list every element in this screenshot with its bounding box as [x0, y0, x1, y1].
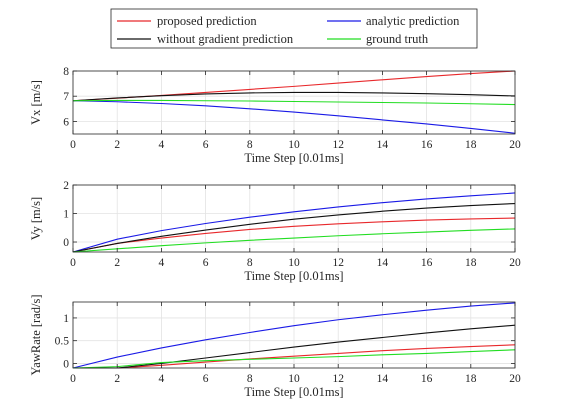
x-tick-label: 6: [203, 257, 209, 269]
x-tick-label: 12: [332, 257, 344, 269]
y-axis-label: YawRate [rad/s]: [29, 294, 43, 375]
legend-entry-ground-truth: ground truth: [327, 32, 429, 46]
legend-entry-without-gradient: without gradient prediction: [117, 32, 294, 46]
y-axis-label: Vx [m/s]: [29, 80, 43, 125]
x-tick-label: 20: [509, 257, 521, 269]
x-tick-label: 8: [247, 139, 253, 151]
x-tick-label: 6: [203, 373, 209, 385]
series-line-ground-truth: [72, 228, 516, 253]
y-tick-label: 1: [63, 313, 69, 325]
y-tick-label: 1: [63, 209, 69, 221]
legend-box: [110, 8, 478, 49]
legend-label-ground-truth: ground truth: [366, 32, 429, 46]
x-tick-label: 18: [465, 373, 477, 385]
x-tick-label: 2: [114, 139, 120, 151]
x-tick-label: 8: [247, 257, 253, 269]
legend-entry-analytic: analytic prediction: [327, 14, 460, 28]
x-tick-label: 2: [114, 373, 120, 385]
series-line-proposed-prediction: [72, 217, 516, 253]
series-line-proposed-prediction: [73, 344, 516, 369]
y-tick-label: 0: [63, 237, 69, 249]
series-line-ground-truth: [72, 349, 516, 369]
legend: proposed prediction analytic prediction …: [110, 8, 478, 49]
x-tick-label: 14: [377, 139, 389, 151]
series-line-analytic-prediction: [72, 192, 516, 253]
legend-entry-proposed: proposed prediction: [117, 14, 257, 28]
x-tick-label: 12: [332, 139, 344, 151]
x-tick-label: 18: [465, 139, 477, 151]
y-axis-label: Vy [m/s]: [29, 197, 43, 240]
x-axis-label: Time Step [0.01ms]: [244, 385, 343, 399]
y-tick-label: 0.5: [55, 336, 70, 348]
x-tick-label: 10: [288, 257, 300, 269]
x-axis-label: Time Step [0.01ms]: [244, 269, 343, 283]
legend-label-proposed: proposed prediction: [157, 14, 257, 28]
legend-label-without-gradient: without gradient prediction: [157, 32, 294, 46]
legend-label-analytic: analytic prediction: [366, 14, 460, 28]
y-tick-label: 2: [63, 180, 69, 192]
x-tick-label: 18: [465, 257, 477, 269]
x-tick-label: 16: [421, 257, 433, 269]
series-line-without-gradient-prediction: [72, 91, 516, 102]
x-tick-label: 10: [288, 139, 300, 151]
subplot-yawrate: 0 2 4 6 8 10 12 14 16 18 20 0 0.5 1 Time Step [0.01ms]…: [29, 294, 521, 399]
x-tick-label: 0: [70, 139, 76, 151]
x-tick-label: 10: [288, 373, 300, 385]
y-tick-label: 7: [63, 91, 69, 103]
x-tick-label: 8: [247, 373, 253, 385]
x-tick-label: 0: [70, 373, 76, 385]
x-tick-label: 14: [377, 257, 389, 269]
series-line-analytic-prediction: [72, 302, 516, 369]
x-tick-label: 4: [159, 373, 165, 385]
x-axis-label: Time Step [0.01ms]: [244, 151, 343, 165]
x-tick-label: 12: [332, 373, 344, 385]
x-tick-label: 16: [421, 373, 433, 385]
y-tick-label: 6: [63, 116, 69, 128]
series-line-without-gradient-prediction: [73, 324, 516, 369]
y-tick-label: 0: [63, 358, 69, 370]
y-tick-label: 8: [63, 66, 69, 78]
x-tick-label: 4: [159, 257, 165, 269]
x-tick-label: 20: [509, 139, 521, 151]
series-line-ground-truth: [72, 99, 516, 106]
x-tick-label: 0: [70, 257, 76, 269]
x-tick-label: 20: [509, 373, 521, 385]
x-tick-label: 2: [114, 257, 120, 269]
x-tick-label: 14: [377, 373, 389, 385]
x-tick-label: 6: [203, 139, 209, 151]
series-line-without-gradient-prediction: [72, 202, 516, 253]
series-line-analytic-prediction: [72, 100, 516, 134]
x-tick-label: 16: [421, 139, 433, 151]
x-tick-label: 4: [159, 139, 165, 151]
